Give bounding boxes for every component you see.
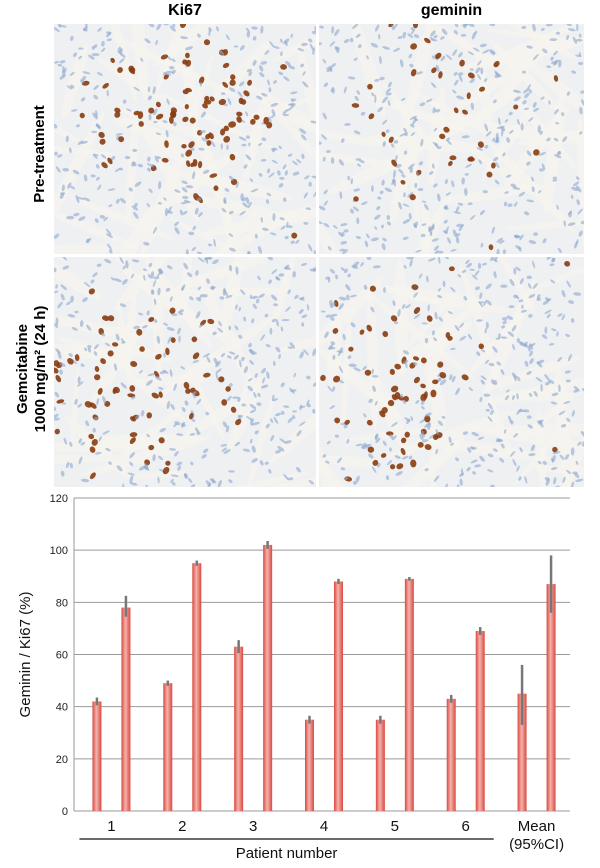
bar-chart: 0 20 40 60 80 100 120 Geminin / Ki67 (%) 1 2 3 4 5 6 M… xyxy=(0,490,600,863)
x-tick-label: (95%CI) xyxy=(509,836,564,853)
micrograph-pre-geminin xyxy=(319,24,584,254)
bar-s2-4 xyxy=(334,581,343,811)
x-tick-label: 5 xyxy=(391,818,399,835)
x-tick-label: 4 xyxy=(320,818,328,835)
y-tick-label: 0 xyxy=(62,806,68,818)
row-label-gemcitabine: Gemcitabine 1000 mg/m² (24 h) xyxy=(14,269,50,469)
x-tick-label: 1 xyxy=(107,818,115,835)
bar-s2-6 xyxy=(475,631,485,811)
y-tick-label: 40 xyxy=(56,702,68,714)
x-tick-label: Mean xyxy=(518,818,556,835)
column-header-ki67: Ki67 xyxy=(168,2,202,19)
bar-s2-1 xyxy=(121,607,131,811)
row-label-gemcitabine-line1: Gemcitabine xyxy=(14,323,31,415)
micrograph-gem-ki67 xyxy=(54,257,316,487)
bar-s1-2 xyxy=(163,683,173,811)
y-tick-label: 80 xyxy=(56,597,68,609)
bar-chart-svg: 0 20 40 60 80 100 120 Geminin / Ki67 (%) 1 2 3 4 5 6 M… xyxy=(17,493,570,862)
y-tick-label: 60 xyxy=(56,650,68,662)
bar-s1-5 xyxy=(375,719,385,811)
row-label-pre-treatment: Pre-treatment xyxy=(31,105,48,203)
x-axis-label: Patient number xyxy=(236,845,338,862)
y-tick-label: 100 xyxy=(50,545,68,557)
bar-s2-5 xyxy=(404,578,414,811)
bar-s1-4 xyxy=(305,719,314,811)
y-axis-label: Geminin / Ki67 (%) xyxy=(17,592,34,718)
bar-s1-7 xyxy=(517,693,527,811)
x-tick-label: 2 xyxy=(178,818,186,835)
bar-s2-2 xyxy=(192,563,202,811)
bar-s1-1 xyxy=(92,701,102,811)
x-tick-label: 6 xyxy=(462,818,470,835)
bar-s1-3 xyxy=(234,646,244,811)
row-label-gemcitabine-line2: 1000 mg/m² (24 h) xyxy=(32,305,49,433)
micrograph-gem-geminin xyxy=(319,257,584,487)
bar-s1-6 xyxy=(446,698,456,811)
column-header-geminin: geminin xyxy=(420,2,483,19)
y-tick-label: 120 xyxy=(50,493,68,505)
bar-s2-3 xyxy=(263,544,273,811)
x-tick-label: 3 xyxy=(249,818,257,835)
y-tick-label: 20 xyxy=(56,754,68,766)
bar-s2-7 xyxy=(546,584,556,811)
micrograph-pre-ki67 xyxy=(54,24,316,254)
